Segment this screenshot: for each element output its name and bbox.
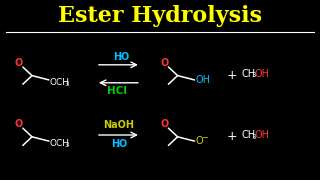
Text: OH: OH [195, 75, 210, 85]
Text: OH: OH [254, 69, 269, 79]
Text: O: O [195, 136, 203, 146]
Text: 2: 2 [116, 142, 120, 148]
Text: −: − [202, 133, 209, 142]
Text: Ester Hydrolysis: Ester Hydrolysis [58, 5, 262, 27]
Text: 3: 3 [65, 81, 69, 87]
Text: H: H [111, 139, 119, 149]
Text: 3: 3 [251, 72, 256, 78]
Text: +: + [227, 130, 237, 143]
Text: O: O [15, 58, 23, 68]
Text: H: H [114, 52, 122, 62]
Text: CH: CH [242, 130, 256, 140]
Text: +: + [227, 69, 237, 82]
Text: O: O [15, 119, 23, 129]
Text: O: O [121, 52, 129, 62]
Text: O: O [118, 139, 127, 149]
Text: OH: OH [254, 130, 269, 140]
Text: 3: 3 [251, 134, 256, 140]
Text: HCl: HCl [107, 86, 127, 96]
Text: O: O [160, 119, 169, 129]
Text: OCH: OCH [50, 78, 69, 87]
Text: NaOH: NaOH [103, 120, 134, 130]
Text: CH: CH [242, 69, 256, 79]
Text: O: O [160, 58, 169, 68]
Text: 3: 3 [65, 142, 69, 148]
Text: OCH: OCH [50, 139, 69, 148]
Text: 2: 2 [118, 55, 122, 61]
